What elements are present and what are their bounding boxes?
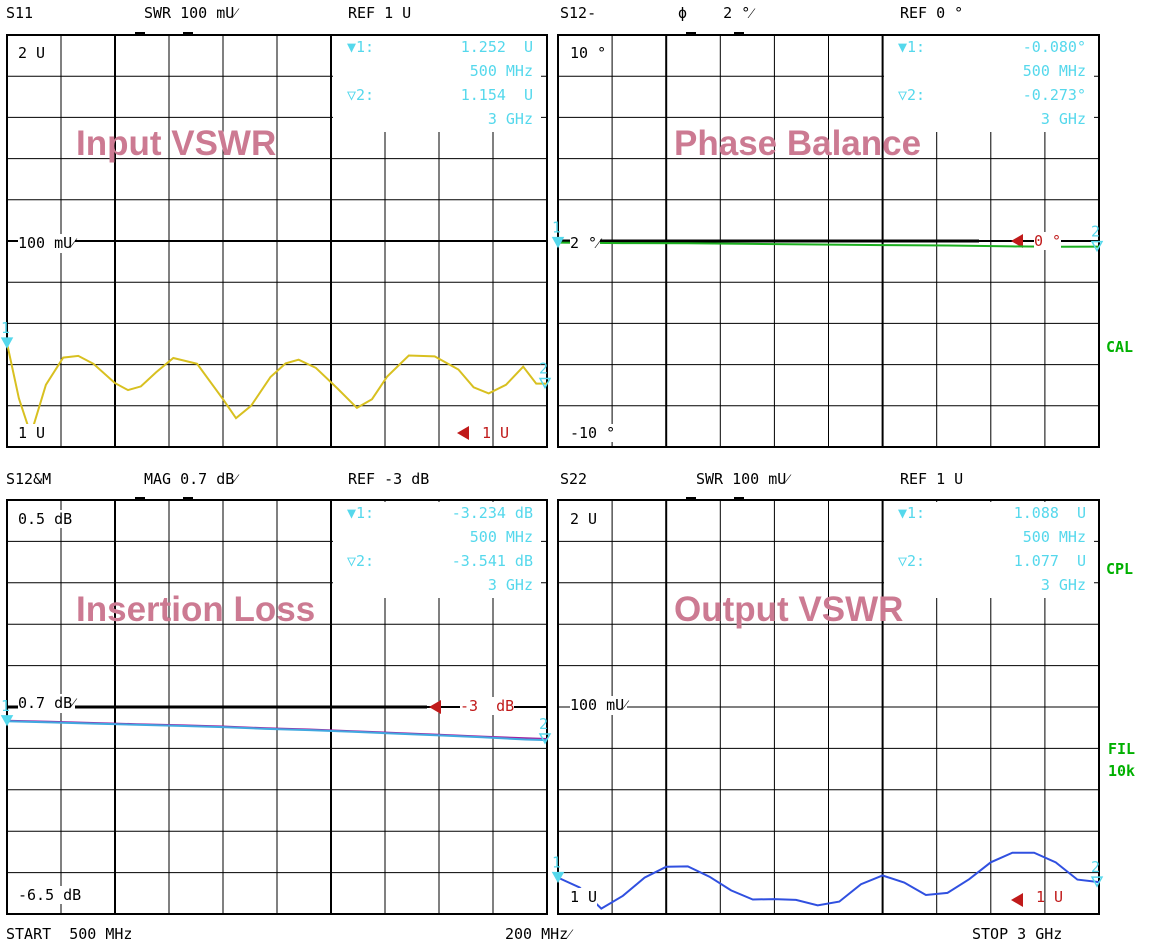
panel1-marker1-freq: 500 MHz — [469, 62, 533, 80]
phase-balance-marker-2-label: 2 — [1091, 223, 1100, 241]
panel1-scale-bottom: 1 U — [18, 424, 46, 442]
panel3-marker1-label: ▼1: — [347, 504, 375, 522]
panel4-marker1-value: 1.088 U — [1013, 504, 1086, 522]
panel2-param: S12- — [560, 4, 597, 22]
insertion-loss-trace-2 — [6, 720, 548, 742]
output-vswr-marker-2 — [1090, 876, 1104, 888]
panel3-param: S12&M — [6, 470, 52, 488]
panel2-ref: REF 0 ° — [900, 4, 964, 22]
phase-balance-marker-1-label: 1 — [552, 219, 561, 237]
panel3-scale-mid: 0.7 dB⁄ — [18, 694, 75, 713]
panel4-overlay-title: Output VSWR — [674, 590, 904, 629]
phase-balance-marker-2 — [1090, 240, 1104, 253]
panel1-marker2-label: ▽2: — [347, 86, 375, 104]
phase-balance-ref-arrow — [1011, 234, 1023, 248]
input-vswr-marker-1 — [0, 337, 14, 349]
output-vswr-marker-1-label: 1 — [552, 854, 561, 872]
panel1-scale-top: 2 U — [18, 44, 46, 62]
panel2-format: ϕ 2 °⁄ — [678, 4, 753, 22]
fil-bandwidth-label: 10k — [1108, 762, 1136, 780]
panel3-ref: REF -3 dB — [348, 470, 430, 488]
start-frequency: START 500 MHz — [6, 925, 133, 943]
insertion-loss-marker-1-label: 1 — [1, 697, 10, 715]
panel4-param: S22 — [560, 470, 588, 488]
panel1-ref: REF 1 U — [348, 4, 412, 22]
panel2-marker1-value: -0.080° — [1022, 38, 1086, 56]
panel2-scale-mid: 2 °⁄ — [570, 234, 600, 253]
output-vswr-ref-arrow — [1011, 893, 1023, 907]
panel1-overlay-title: Input VSWR — [76, 124, 277, 163]
output-vswr-marker-2-label: 2 — [1091, 858, 1100, 876]
panel4-ref: REF 1 U — [900, 470, 964, 488]
panel2-ref-label: 0 ° — [1034, 232, 1062, 250]
insertion-loss-marker-2-label: 2 — [539, 715, 548, 733]
panel4-format: SWR 100 mU⁄ — [696, 470, 789, 488]
span-per-div: 200 MHz⁄ — [505, 925, 571, 943]
panel1-format: SWR 100 mU⁄ — [144, 4, 237, 22]
input-vswr-marker-2-label: 2 — [539, 360, 548, 378]
panel4-marker1-label: ▼1: — [898, 504, 926, 522]
panel4-marker-box: ▼1: 1.088 U 500 MHz ▽2: 1.077 U 3 GHz — [884, 502, 1094, 598]
insertion-loss-ref-arrow — [429, 700, 441, 714]
panel1-param: S11 — [6, 4, 34, 22]
panel2-marker1-freq: 500 MHz — [1022, 62, 1086, 80]
panel3-marker-box: ▼1: -3.234 dB 500 MHz ▽2: -3.541 dB 3 GH… — [333, 502, 541, 598]
insertion-loss-marker-2 — [538, 733, 552, 745]
panel1-marker-box: ▼1: 1.252 U 500 MHz ▽2: 1.154 U 3 GHz — [333, 36, 541, 132]
panel3-marker1-value: -3.234 dB — [451, 504, 533, 522]
panel2-marker-box: ▼1: -0.080° 500 MHz ▽2: -0.273° 3 GHz — [884, 36, 1094, 132]
panel2-scale-top: 10 ° — [570, 44, 607, 62]
panel4-marker2-value: 1.077 U — [1013, 552, 1086, 570]
panel2-overlay-title: Phase Balance — [674, 124, 922, 163]
panel3-marker2-freq: 3 GHz — [487, 576, 533, 594]
fil-status-label: FIL — [1108, 740, 1136, 758]
cpl-status-label: CPL — [1106, 560, 1134, 578]
panel2-marker1-label: ▼1: — [898, 38, 926, 56]
panel4-scale-top: 2 U — [570, 510, 598, 528]
panel3-overlay-title: Insertion Loss — [76, 590, 316, 629]
input-vswr-ref-arrow — [457, 426, 469, 440]
panel3-ref-label: -3 dB — [460, 697, 515, 715]
panel3-marker2-value: -3.541 dB — [451, 552, 533, 570]
panel4-marker2-freq: 3 GHz — [1040, 576, 1086, 594]
panel2-marker2-label: ▽2: — [898, 86, 926, 104]
panel1-marker1-label: ▼1: — [347, 38, 375, 56]
panel2-scale-bottom: -10 ° — [570, 424, 616, 442]
panel4-marker2-label: ▽2: — [898, 552, 926, 570]
panel3-scale-top: 0.5 dB — [18, 510, 73, 528]
panel1-marker2-freq: 3 GHz — [487, 110, 533, 128]
insertion-loss-marker-1 — [0, 715, 14, 727]
panel3-scale-bottom: -6.5 dB — [18, 886, 82, 904]
panel4-scale-mid: 100 mU⁄ — [570, 696, 627, 715]
input-vswr-trace-1 — [6, 342, 547, 438]
panel3-format: MAG 0.7 dB⁄ — [144, 470, 237, 488]
input-vswr-marker-2 — [538, 377, 552, 390]
stop-frequency: STOP 3 GHz — [972, 925, 1063, 943]
panel1-ref-label: 1 U — [482, 424, 510, 442]
output-vswr-trace-1 — [557, 851, 1100, 910]
panel3-marker1-freq: 500 MHz — [469, 528, 533, 546]
input-vswr-marker-1-label: 1 — [1, 319, 10, 337]
panel1-marker2-value: 1.154 U — [460, 86, 533, 104]
cal-status-label: CAL — [1106, 338, 1134, 356]
panel1-marker1-value: 1.252 U — [460, 38, 533, 56]
panel2-marker2-freq: 3 GHz — [1040, 110, 1086, 128]
output-vswr-marker-1 — [551, 871, 565, 884]
panel1-scale-mid: 100 mU⁄ — [18, 234, 75, 253]
panel4-scale-bottom: 1 U — [570, 888, 598, 906]
phase-balance-marker-1 — [551, 236, 565, 249]
panel2-marker2-value: -0.273° — [1022, 86, 1086, 104]
panel4-marker1-freq: 500 MHz — [1022, 528, 1086, 546]
panel4-ref-label: 1 U — [1036, 888, 1064, 906]
panel3-marker2-label: ▽2: — [347, 552, 375, 570]
